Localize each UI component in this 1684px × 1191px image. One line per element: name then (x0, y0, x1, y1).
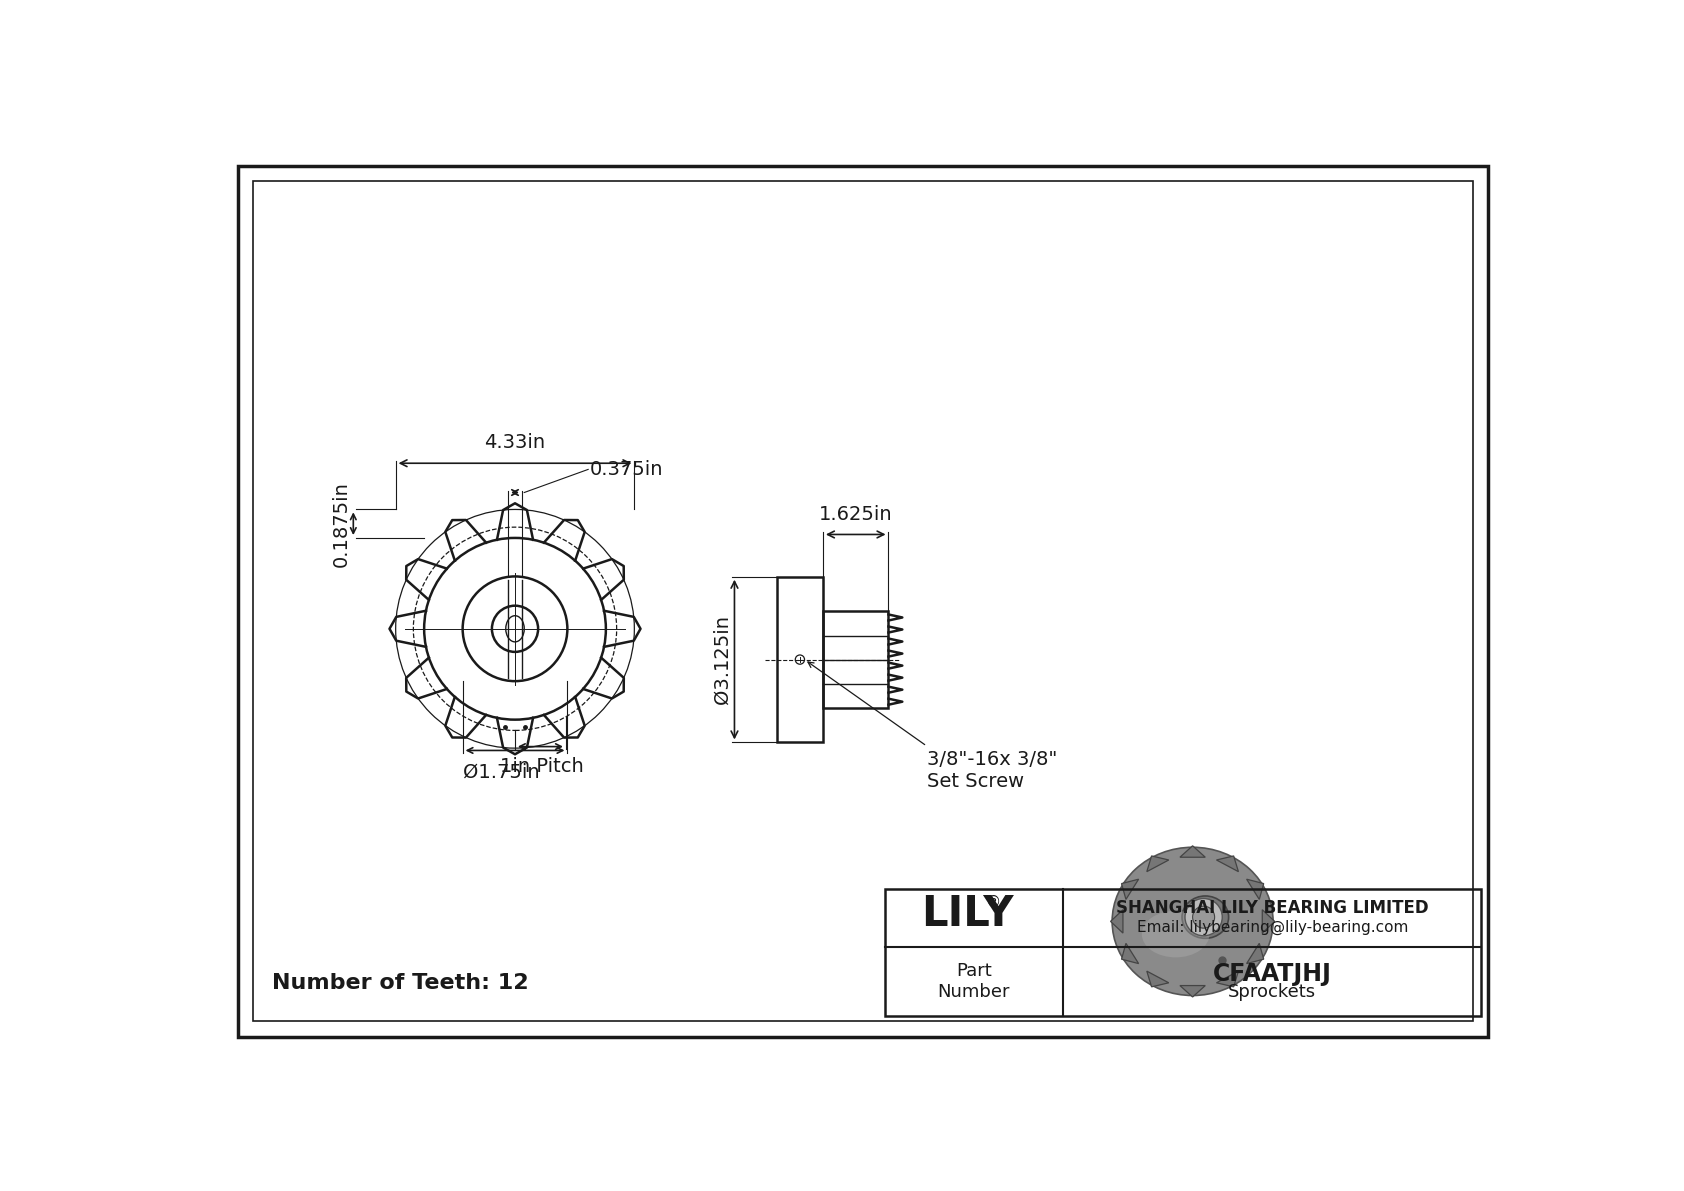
Text: Number of Teeth: 12: Number of Teeth: 12 (273, 973, 529, 993)
Polygon shape (1122, 879, 1138, 899)
Text: Email: lilybearing@lily-bearing.com: Email: lilybearing@lily-bearing.com (1137, 919, 1408, 935)
Circle shape (1192, 906, 1214, 928)
Polygon shape (1110, 910, 1123, 933)
Text: 0.375in: 0.375in (589, 460, 663, 479)
Ellipse shape (1111, 847, 1273, 996)
Text: 1.625in: 1.625in (818, 505, 893, 524)
Polygon shape (1216, 856, 1238, 872)
Polygon shape (1263, 910, 1275, 933)
Text: 4.33in: 4.33in (485, 434, 546, 453)
Bar (823, 611, 889, 707)
Polygon shape (1246, 879, 1263, 899)
Polygon shape (1180, 846, 1206, 858)
Bar (884, 888, 1482, 1016)
Text: SHANGHAI LILY BEARING LIMITED: SHANGHAI LILY BEARING LIMITED (1116, 899, 1428, 917)
Polygon shape (1147, 856, 1169, 872)
Bar (776, 576, 823, 742)
Text: ®: ® (987, 894, 1002, 910)
Polygon shape (1147, 971, 1169, 987)
Text: CFAATJHJ: CFAATJHJ (1212, 962, 1332, 986)
Polygon shape (1246, 943, 1263, 964)
Text: Part
Number: Part Number (938, 962, 1010, 1000)
Text: Ø3.125in: Ø3.125in (712, 615, 731, 704)
Ellipse shape (1182, 896, 1229, 939)
Ellipse shape (1142, 911, 1209, 958)
Text: Ø1.75in: Ø1.75in (463, 762, 539, 781)
Text: 0.1875in: 0.1875in (332, 481, 350, 567)
Circle shape (1186, 898, 1223, 936)
Text: 3/8"-16x 3/8"
Set Screw: 3/8"-16x 3/8" Set Screw (926, 750, 1058, 791)
Text: Sprockets: Sprockets (1228, 984, 1317, 1002)
Polygon shape (1216, 971, 1238, 987)
Polygon shape (1180, 986, 1206, 997)
Text: LILY: LILY (921, 893, 1014, 935)
Text: 1in Pitch: 1in Pitch (500, 757, 583, 777)
Polygon shape (1122, 943, 1138, 964)
